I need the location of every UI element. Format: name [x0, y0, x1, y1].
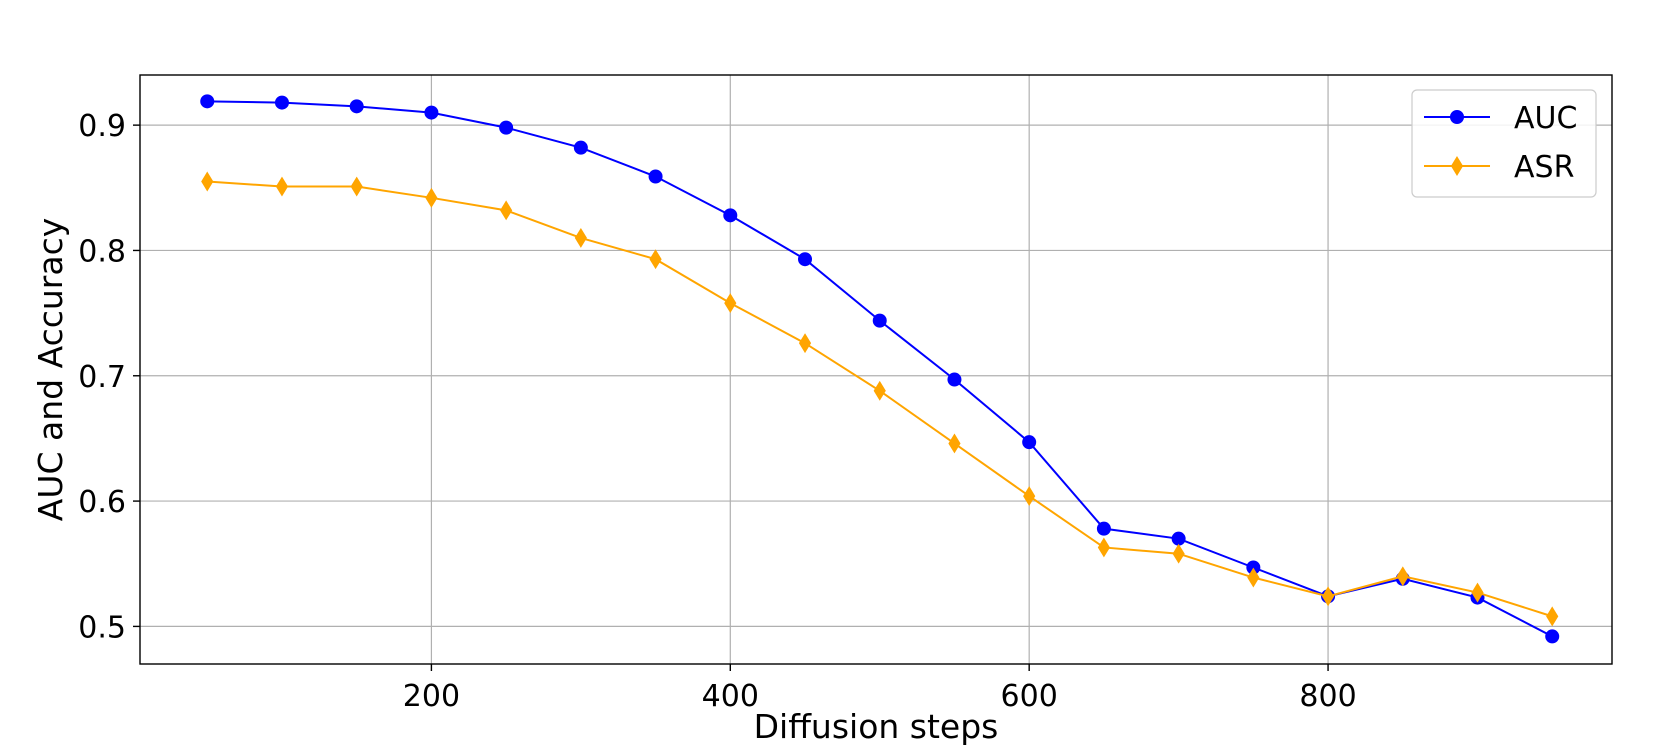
data-point-asr — [1247, 567, 1260, 588]
data-point-auc — [947, 372, 962, 387]
data-point-asr — [1172, 543, 1185, 564]
legend-label-auc: AUC — [1514, 101, 1577, 136]
grid — [140, 75, 1612, 664]
data-point-auc — [798, 252, 813, 267]
data-point-asr — [649, 249, 662, 270]
data-point-asr — [275, 176, 289, 197]
data-point-asr — [500, 200, 513, 221]
y-tick-label: 0.7 — [78, 360, 126, 395]
x-tick-label: 200 — [403, 679, 460, 714]
data-point-asr — [201, 171, 214, 192]
data-point-auc — [872, 313, 887, 328]
data-point-auc — [1096, 521, 1111, 536]
data-point-asr — [1471, 582, 1484, 603]
x-tick-label: 600 — [1001, 679, 1058, 714]
y-tick-label: 0.8 — [78, 234, 126, 269]
data-point-auc — [648, 169, 663, 184]
data-point-asr — [1546, 606, 1559, 627]
series-layer — [200, 94, 1560, 644]
plot-area-frame — [139, 74, 1613, 665]
y-tick-label: 0.6 — [78, 485, 126, 520]
data-point-auc — [274, 95, 289, 110]
y-tick-label: 0.9 — [78, 109, 126, 144]
x-tick-label: 800 — [1299, 679, 1356, 714]
data-point-asr — [873, 380, 886, 401]
data-point-asr — [948, 433, 961, 454]
y-axis-title: AUC and Accuracy — [31, 218, 70, 522]
data-point-auc — [1171, 531, 1186, 546]
data-point-auc — [723, 208, 738, 223]
data-point-auc — [1545, 629, 1560, 644]
data-point-asr — [1097, 537, 1110, 558]
data-point-auc — [499, 120, 514, 135]
legend-marker-auc — [1450, 110, 1464, 124]
axis-ticks: 200 400 600 800 0.5 0.6 0.7 0.8 0.9 — [78, 109, 1356, 714]
data-point-auc — [1022, 435, 1037, 450]
legend-label-asr: ASR — [1514, 150, 1574, 185]
data-point-asr — [1396, 566, 1409, 587]
series-asr — [201, 171, 1559, 627]
data-point-asr — [425, 187, 438, 208]
data-point-asr — [350, 176, 363, 197]
y-tick-label: 0.5 — [78, 610, 126, 645]
data-point-auc — [424, 105, 439, 120]
data-point-asr — [1023, 486, 1036, 507]
data-point-asr — [798, 333, 812, 354]
data-point-auc — [573, 140, 588, 155]
data-point-auc — [200, 94, 215, 109]
data-point-auc — [349, 99, 364, 114]
data-point-asr — [724, 293, 737, 314]
x-tick-label: 400 — [702, 679, 759, 714]
legend-marker-asr — [1450, 156, 1464, 176]
legend: AUC ASR — [1411, 89, 1597, 198]
data-point-asr — [1321, 586, 1335, 607]
x-axis-title: Diffusion steps — [754, 707, 999, 746]
data-point-asr — [574, 227, 587, 248]
